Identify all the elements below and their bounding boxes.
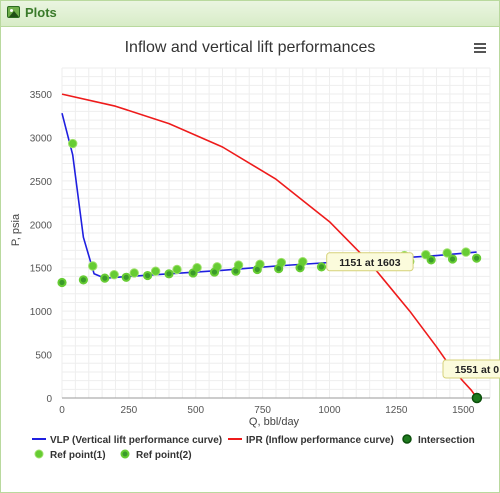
marker-point-ref2: [426, 255, 436, 265]
x-tick-label: 750: [254, 405, 271, 416]
markers: [57, 138, 483, 404]
y-tick-label: 2000: [30, 220, 53, 231]
panel-title: Plots: [25, 5, 57, 20]
grid: [61, 67, 491, 399]
y-axis-label: P, psia: [10, 213, 22, 246]
marker-point-ref1: [172, 264, 182, 275]
x-tick-label: 250: [121, 405, 138, 416]
tooltips: 1151 at 1603 1551 at 0: [326, 252, 500, 379]
x-tick-label: 0: [59, 405, 65, 416]
marker-point-ref1: [109, 269, 119, 280]
marker-point-ref2: [252, 264, 262, 275]
series-line-1: [61, 93, 478, 399]
marker-point-ref2: [316, 262, 327, 272]
marker-point-ref2: [143, 270, 153, 281]
marker-point-ref1: [461, 247, 471, 257]
x-tick-label: 1250: [385, 405, 408, 416]
legend: VLP (Vertical lift performance curve) IPR…: [32, 434, 475, 461]
y-tick-label: 1500: [30, 264, 53, 275]
marker-point-ref2: [274, 264, 284, 274]
legend-item-label: IPR (Inflow performance curve): [246, 435, 394, 446]
marker-point-ref2: [121, 272, 131, 282]
marker-point-ref1: [68, 138, 78, 149]
y-tick-label: 0: [46, 394, 52, 405]
tooltip-box: [442, 359, 500, 379]
y-tick-label: 500: [35, 351, 52, 362]
marker-point-ref2: [78, 275, 89, 285]
panel-header: Plots: [1, 1, 499, 27]
legend-symbol: [402, 434, 412, 444]
marker-point-ref2: [188, 268, 198, 278]
legend-item-label: VLP (Vertical lift performance curve): [50, 435, 222, 446]
legend-item-label: Ref point(2): [136, 450, 192, 461]
x-axis-label: Q, bbl/day: [249, 416, 300, 428]
marker-point-ref2: [209, 267, 220, 277]
tooltip-text: 1551 at 0: [455, 364, 500, 376]
marker-point-ref2: [231, 266, 241, 276]
x-tick-label: 1500: [452, 405, 475, 416]
tooltip-text: 1151 at 1603: [339, 257, 400, 269]
marker-point-ref2: [164, 269, 174, 279]
marker-point-ref2: [472, 253, 482, 263]
y-tick-label: 3500: [30, 90, 53, 101]
legend-item-label: Intersection: [418, 435, 475, 446]
y-tick-label: 3000: [30, 133, 53, 144]
marker-point-ref2: [295, 263, 305, 273]
marker-point-ref2: [447, 254, 458, 264]
legend-symbol: [34, 449, 44, 459]
legend-symbol: [120, 449, 130, 459]
y-tick-label: 2500: [30, 177, 53, 188]
hamburger-menu-icon[interactable]: [469, 39, 491, 57]
series: [61, 93, 478, 399]
marker-point-ref2: [57, 277, 67, 288]
axes: 0 250 500 750 1000 1250 1500 0 500 1000 1500 2000 25…: [30, 90, 490, 416]
x-tick-label: 500: [187, 405, 204, 416]
marker-point-ref1: [150, 266, 161, 276]
marker-point-ref2: [100, 273, 110, 283]
x-tick-label: 1000: [318, 405, 341, 416]
marker-point-ref1: [442, 248, 452, 258]
marker-point-ref1: [88, 261, 98, 271]
chart-title: Inflow and vertical lift performances: [125, 39, 376, 56]
marker-point-ref1: [129, 268, 139, 278]
marker-point-intersection: [471, 392, 483, 404]
y-tick-label: 1000: [30, 307, 53, 318]
image-icon: [7, 6, 20, 18]
tooltip-box: [326, 252, 414, 272]
legend-item-label: Ref point(1): [50, 450, 106, 461]
